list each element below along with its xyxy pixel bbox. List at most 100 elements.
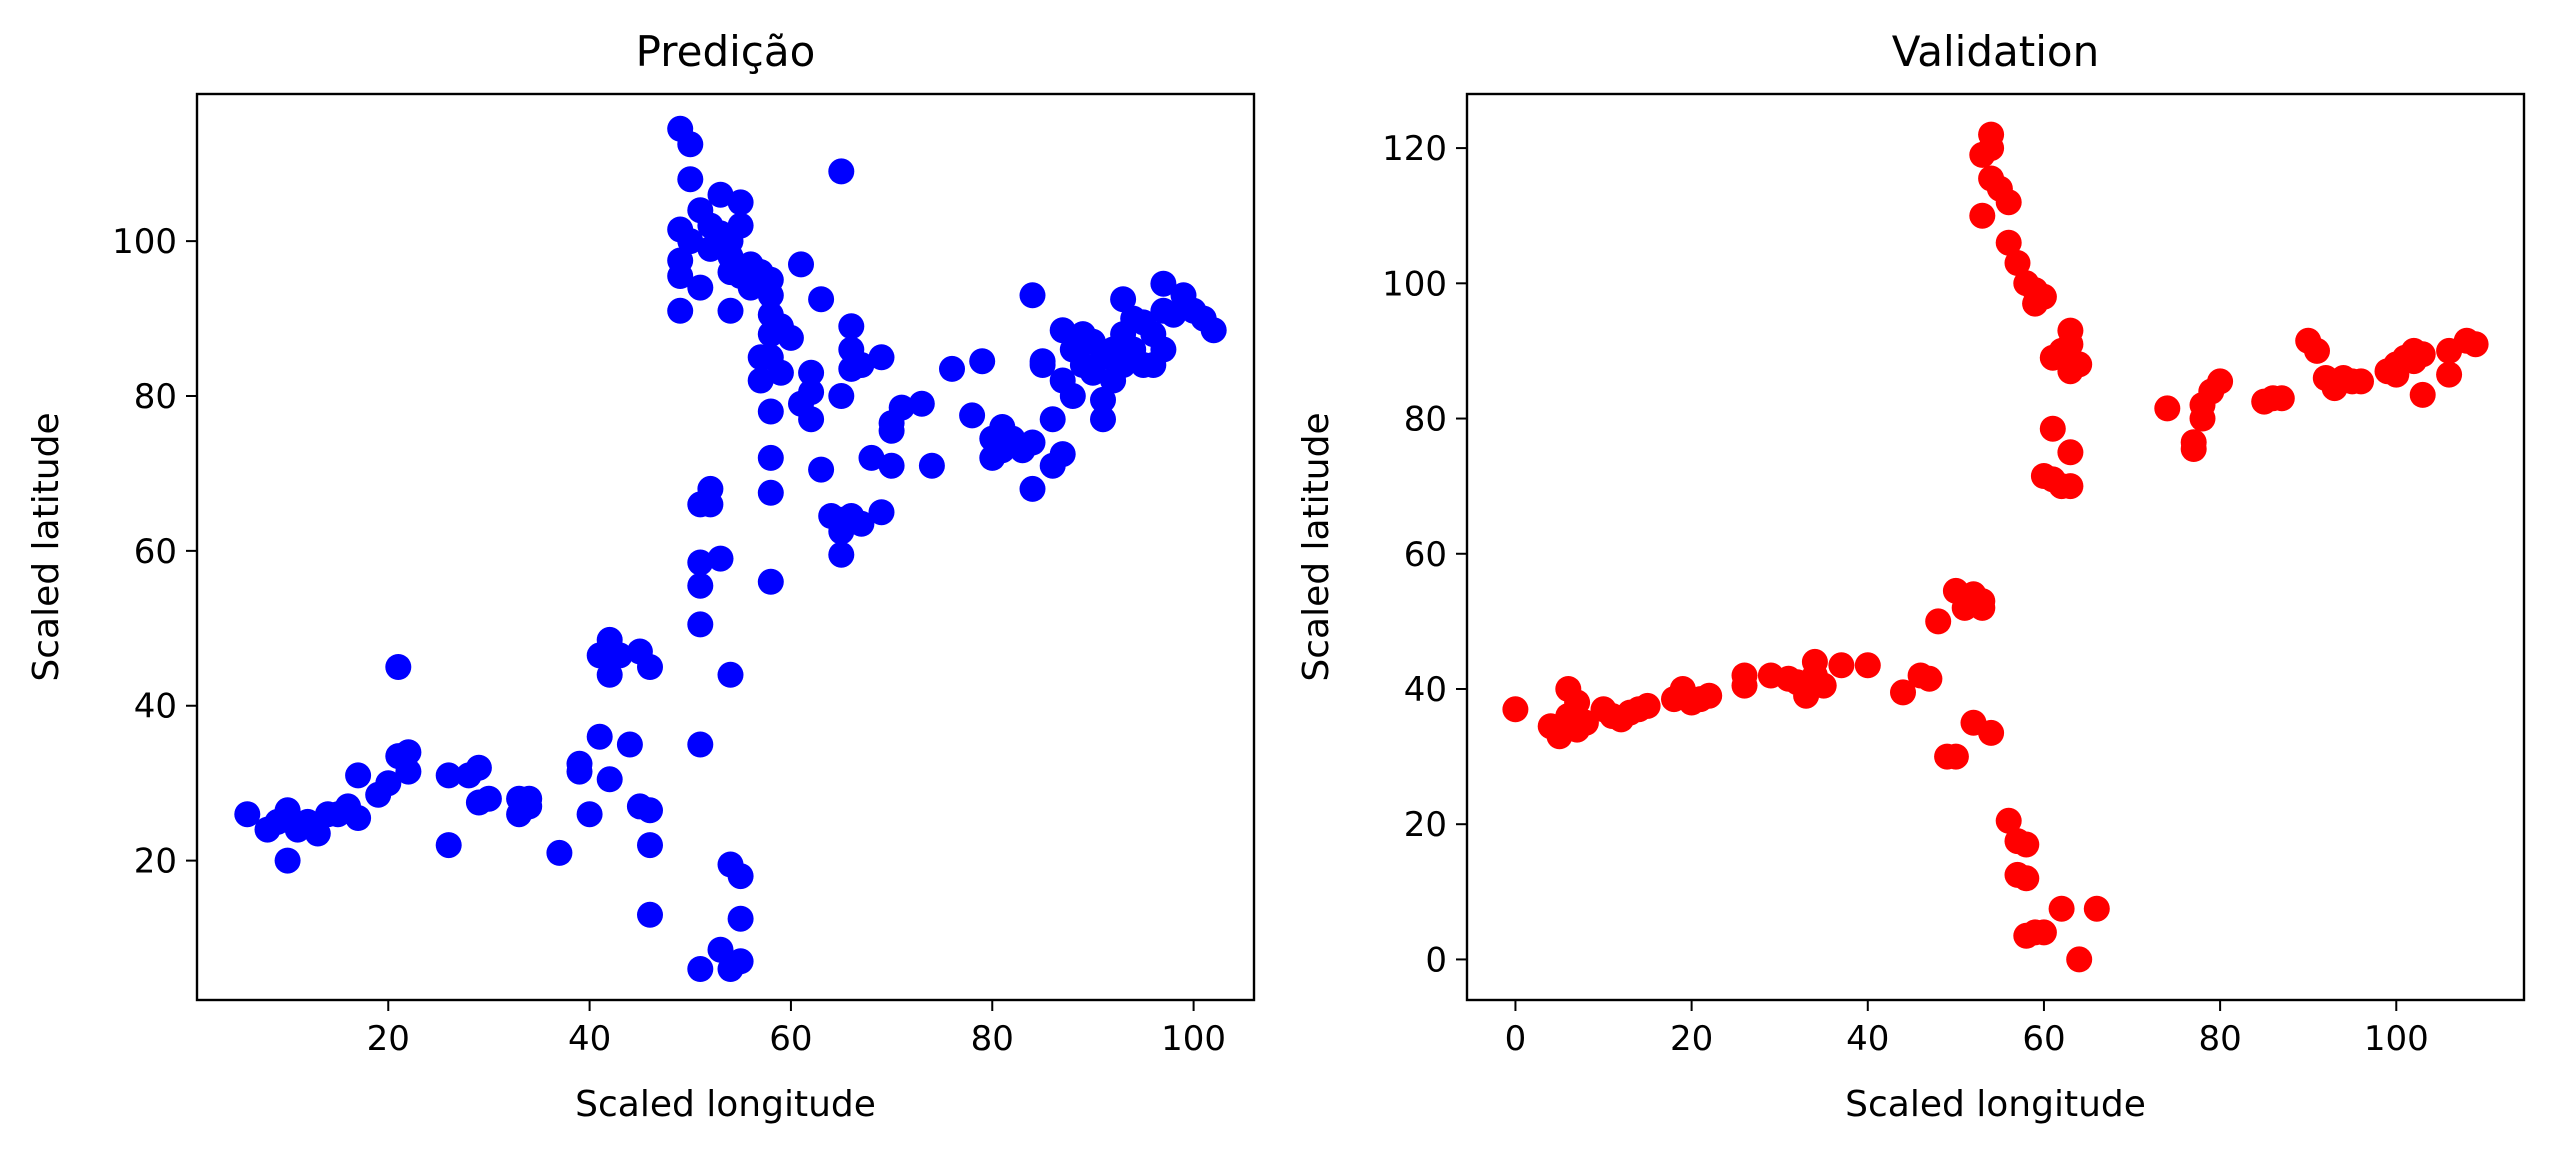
- validation-point: [1854, 652, 1881, 679]
- validation-point: [1564, 689, 1591, 716]
- prediction-point: [908, 390, 935, 417]
- prediction-axes-frame: [195, 92, 1256, 1002]
- prediction-point: [596, 766, 623, 793]
- prediction-y-tick-label: 100: [112, 222, 177, 262]
- validation-point: [2207, 368, 2234, 395]
- prediction-point: [717, 661, 744, 688]
- prediction-point: [475, 785, 502, 812]
- validation-point: [2030, 283, 2057, 310]
- validation-x-tick-label: 20: [1670, 1019, 1713, 1059]
- prediction-point: [918, 452, 945, 479]
- validation-y-tick-label: 120: [1382, 129, 1447, 169]
- validation-y-tick-label: 40: [1404, 670, 1447, 710]
- prediction-y-tick-label: 60: [134, 532, 177, 572]
- prediction-point: [798, 359, 825, 386]
- prediction-point: [727, 948, 754, 975]
- prediction-point: [637, 832, 663, 859]
- prediction-point: [687, 572, 714, 599]
- prediction-point: [435, 762, 462, 789]
- validation-x-axis-label: Scaled longitude: [1845, 1084, 2146, 1125]
- prediction-y-tick-label: 80: [134, 377, 177, 417]
- validation-point: [1890, 679, 1916, 706]
- validation-point: [2013, 865, 2040, 892]
- prediction-point: [345, 762, 372, 789]
- prediction-point: [798, 406, 825, 433]
- prediction-point: [757, 282, 784, 309]
- validation-point: [1502, 696, 1529, 723]
- prediction-point: [788, 251, 814, 278]
- prediction-point: [234, 801, 261, 828]
- validation-point: [1942, 743, 1969, 770]
- prediction-point: [616, 731, 643, 758]
- prediction-point: [687, 274, 714, 301]
- validation-point: [2348, 368, 2374, 395]
- prediction-point: [737, 274, 764, 301]
- prediction-point: [516, 785, 543, 812]
- prediction-point: [969, 348, 996, 375]
- validation-x-tick-label: 80: [2198, 1019, 2241, 1059]
- validation-x-ticks: 0 20 40 60 80 100: [1505, 1000, 2429, 1059]
- prediction-point: [1049, 317, 1076, 344]
- prediction-point: [395, 758, 422, 785]
- prediction-point: [465, 754, 492, 781]
- prediction-point: [687, 611, 714, 638]
- prediction-point: [274, 847, 301, 874]
- validation-point: [2462, 331, 2489, 358]
- prediction-point: [697, 235, 724, 262]
- prediction-point: [878, 452, 905, 479]
- validation-point: [2154, 395, 2181, 422]
- validation-point: [2066, 946, 2093, 973]
- prediction-point: [727, 212, 754, 239]
- prediction-x-tick-label: 40: [568, 1019, 611, 1059]
- prediction-point: [707, 936, 734, 963]
- prediction-point: [808, 286, 835, 313]
- prediction-point: [727, 905, 754, 932]
- validation-point: [2066, 351, 2093, 378]
- validation-point: [1978, 121, 2005, 148]
- prediction-point: [576, 801, 603, 828]
- validation-y-tick-label: 80: [1404, 400, 1447, 440]
- prediction-point: [546, 839, 573, 866]
- prediction-point: [1019, 429, 1046, 456]
- prediction-point: [1160, 301, 1187, 328]
- prediction-point: [1110, 286, 1137, 313]
- validation-point: [1572, 709, 1599, 736]
- validation-points: [1502, 121, 2489, 973]
- validation-point: [2048, 895, 2075, 922]
- prediction-point: [586, 723, 613, 750]
- prediction-point: [606, 642, 633, 669]
- prediction-point: [345, 805, 372, 831]
- validation-point: [2180, 436, 2207, 462]
- prediction-point: [375, 770, 402, 797]
- prediction-point: [777, 324, 804, 351]
- validation-point: [2013, 270, 2040, 297]
- prediction-point: [727, 863, 754, 890]
- prediction-y-tick-label: 40: [134, 687, 177, 727]
- prediction-point: [677, 228, 704, 255]
- prediction-point: [1150, 270, 1177, 297]
- prediction-x-tick-label: 20: [367, 1019, 410, 1059]
- prediction-point: [1039, 406, 1066, 433]
- prediction-point: [757, 444, 784, 471]
- validation-point: [2409, 341, 2436, 368]
- validation-point: [1969, 202, 1996, 229]
- validation-point: [1978, 719, 2005, 746]
- validation-point: [2057, 439, 2084, 466]
- validation-axes-frame: [1465, 92, 2526, 1002]
- validation-point: [2039, 415, 2066, 442]
- validation-point: [1810, 672, 1837, 699]
- prediction-point: [868, 499, 895, 526]
- prediction-y-axis-label: Scaled latitude: [26, 412, 67, 681]
- prediction-y-ticks: 20 40 60 80 100: [112, 222, 197, 882]
- validation-y-tick-label: 0: [1425, 940, 1447, 980]
- validation-y-tick-label: 60: [1404, 535, 1447, 575]
- prediction-x-ticks: 20 40 60 80 100: [367, 1000, 1226, 1059]
- validation-x-tick-label: 60: [2022, 1019, 2065, 1059]
- validation-point: [2083, 895, 2110, 922]
- prediction-point: [435, 832, 462, 859]
- prediction-point: [566, 758, 593, 785]
- validation-x-tick-label: 0: [1505, 1019, 1527, 1059]
- validation-point: [2409, 381, 2436, 408]
